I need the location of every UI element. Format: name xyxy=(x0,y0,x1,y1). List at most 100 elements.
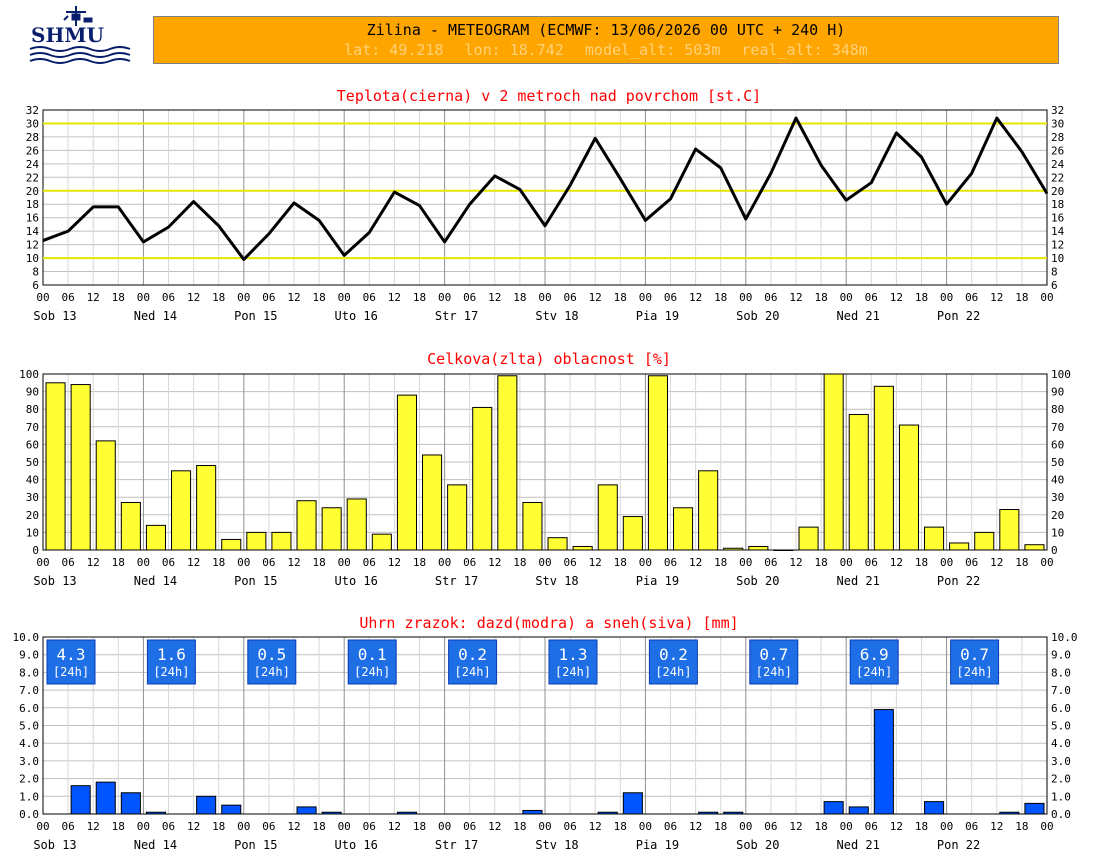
y-tick-label-right: 5.0 xyxy=(1051,720,1071,733)
x-day-label: Pon 15 xyxy=(234,574,277,588)
daily-total-value: 0.7 xyxy=(759,645,788,664)
x-hour-label: 06 xyxy=(463,291,476,304)
cloud-bar xyxy=(522,501,543,551)
x-day-label: Ned 21 xyxy=(837,574,880,588)
cloud-bar xyxy=(873,385,894,551)
cloud-bar xyxy=(622,516,643,551)
rain-bar xyxy=(622,792,643,815)
y-tick-label-right: 28 xyxy=(1051,131,1064,144)
cloud-bar xyxy=(221,538,242,551)
x-hour-label: 00 xyxy=(237,556,250,569)
x-hour-label: 00 xyxy=(438,820,451,833)
cloud-bar xyxy=(321,507,342,551)
x-hour-label: 00 xyxy=(237,820,250,833)
x-day-label: Sob 13 xyxy=(33,309,76,323)
y-tick-label-right: 30 xyxy=(1051,117,1064,130)
x-hour-label: 18 xyxy=(614,556,627,569)
x-hour-label: 06 xyxy=(363,556,376,569)
rain-bar xyxy=(522,809,543,815)
cloud-bar xyxy=(70,384,91,551)
y-tick-label-left: 20 xyxy=(26,509,39,522)
x-hour-label: 18 xyxy=(513,556,526,569)
x-hour-label: 06 xyxy=(61,556,74,569)
y-tick-label-left: 0.0 xyxy=(19,808,39,821)
x-hour-label: 18 xyxy=(814,556,827,569)
y-tick-label-left: 80 xyxy=(26,403,39,416)
y-tick-label-right: 6.0 xyxy=(1051,702,1071,715)
x-day-label: Sob 20 xyxy=(736,309,779,323)
x-hour-label: 00 xyxy=(137,291,150,304)
x-hour-label: 00 xyxy=(338,291,351,304)
x-hour-label: 18 xyxy=(714,291,727,304)
y-tick-label-left: 40 xyxy=(26,474,39,487)
x-hour-label: 18 xyxy=(513,820,526,833)
x-hour-label: 12 xyxy=(87,291,100,304)
y-tick-label-right: 9.0 xyxy=(1051,649,1071,662)
x-day-label: Sob 13 xyxy=(33,838,76,852)
x-hour-label: 00 xyxy=(538,556,551,569)
cloud-bar xyxy=(924,526,945,551)
y-tick-label-right: 16 xyxy=(1051,212,1064,225)
x-day-label: Pon 22 xyxy=(937,574,980,588)
daily-total-box xyxy=(749,639,799,685)
cloud-bar xyxy=(597,484,618,551)
y-tick-label-right: 60 xyxy=(1051,438,1064,451)
x-hour-label: 18 xyxy=(112,556,125,569)
x-hour-label: 12 xyxy=(789,291,802,304)
x-hour-label: 00 xyxy=(538,820,551,833)
x-hour-label: 00 xyxy=(1040,820,1053,833)
y-tick-label-right: 24 xyxy=(1051,158,1065,171)
x-hour-label: 00 xyxy=(36,820,49,833)
x-day-label: Pon 15 xyxy=(234,838,277,852)
x-hour-label: 18 xyxy=(915,556,928,569)
y-tick-label-right: 6 xyxy=(1051,279,1058,292)
x-hour-label: 06 xyxy=(865,820,878,833)
y-tick-label-left: 6 xyxy=(32,279,39,292)
x-hour-label: 06 xyxy=(563,556,576,569)
y-tick-label-left: 3.0 xyxy=(19,755,39,768)
y-tick-label-right: 18 xyxy=(1051,198,1064,211)
x-hour-label: 18 xyxy=(212,820,225,833)
cloud-bar xyxy=(271,531,292,551)
daily-total-label: [24h] xyxy=(756,665,792,679)
cloud-bar xyxy=(572,545,593,551)
x-hour-label: 00 xyxy=(36,556,49,569)
daily-total-box xyxy=(950,639,1000,685)
cloud-bar xyxy=(999,509,1020,551)
y-tick-label-left: 70 xyxy=(26,421,39,434)
x-hour-label: 06 xyxy=(363,820,376,833)
rain-bar xyxy=(924,801,945,815)
x-hour-label: 06 xyxy=(162,820,175,833)
x-hour-label: 00 xyxy=(338,556,351,569)
cloud-bar xyxy=(171,470,192,551)
rain-bar xyxy=(396,811,417,815)
x-hour-label: 18 xyxy=(513,291,526,304)
daily-total-value: 4.3 xyxy=(57,645,86,664)
x-hour-label: 06 xyxy=(764,820,777,833)
x-hour-label: 06 xyxy=(764,556,777,569)
daily-total-value: 1.6 xyxy=(157,645,186,664)
y-tick-label-right: 10 xyxy=(1051,526,1064,539)
latitude: lat: 49.218 xyxy=(344,41,444,59)
rain-bar xyxy=(196,795,217,815)
rain-bar xyxy=(698,811,719,815)
x-hour-label: 06 xyxy=(262,556,275,569)
x-hour-label: 00 xyxy=(1040,556,1053,569)
x-day-label: Uto 16 xyxy=(335,838,378,852)
cloud-bar xyxy=(748,545,769,551)
x-hour-label: 12 xyxy=(789,556,802,569)
y-tick-label-left: 50 xyxy=(26,456,39,469)
shmu-logo-graphic: SHMU xyxy=(29,6,131,64)
meteogram-header: Zilina - METEOGRAM (ECMWF: 13/06/2026 00… xyxy=(153,16,1059,64)
x-hour-label: 06 xyxy=(463,556,476,569)
y-tick-label-right: 40 xyxy=(1051,474,1064,487)
x-hour-label: 00 xyxy=(137,556,150,569)
plot-frame xyxy=(42,109,1048,286)
cloud-bar xyxy=(547,537,568,551)
x-hour-label: 00 xyxy=(940,820,953,833)
daily-total-value: 0.5 xyxy=(257,645,286,664)
rain-bar xyxy=(321,811,342,815)
cloud-bar xyxy=(346,498,367,551)
x-hour-label: 18 xyxy=(312,820,325,833)
x-hour-label: 06 xyxy=(764,291,777,304)
